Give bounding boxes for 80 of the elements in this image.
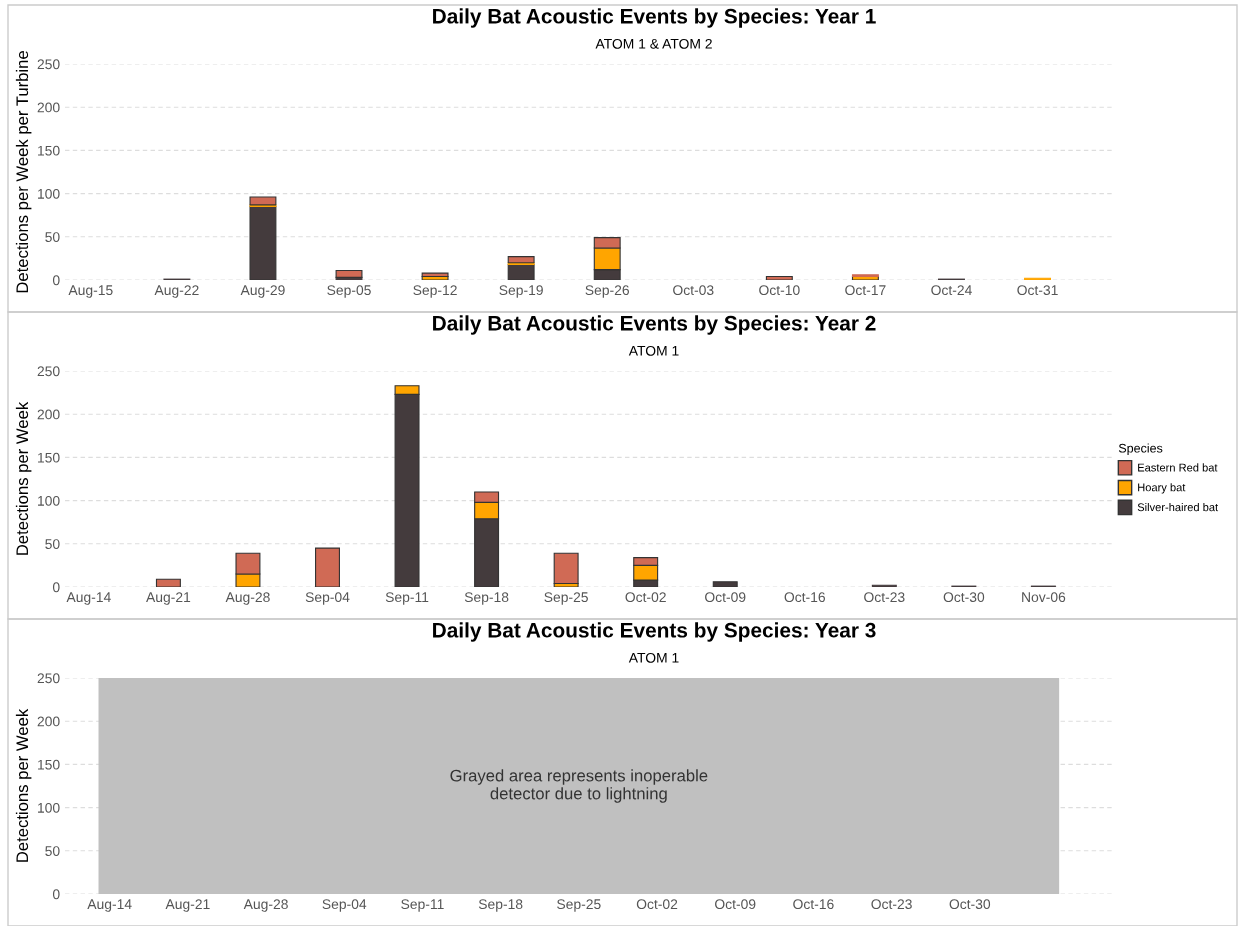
bar	[507, 256, 535, 264]
chart-title: Daily Bat Acoustic Events by Species: Year 3	[433, 622, 876, 642]
x-tick-label: Oct-23	[864, 592, 905, 603]
legend-title: Species	[1118, 443, 1163, 456]
legend-label: Silver-haired bat	[1137, 503, 1219, 512]
x-tick-label: Aug-14	[66, 592, 111, 605]
x-tick-label: Oct-09	[715, 899, 756, 910]
y-tick-label: 250	[37, 59, 60, 70]
x-tick-label: Sep-12	[413, 285, 457, 298]
x-tick-label: Sep-04	[322, 899, 367, 912]
y-tick-label: 50	[45, 232, 60, 242]
x-tick-label: Oct-17	[845, 285, 886, 296]
x-tick-label: Oct-30	[949, 899, 991, 910]
x-tick-label: Oct-03	[673, 285, 714, 296]
x-tick-label: Sep-19	[499, 285, 543, 298]
x-tick-label: Aug-28	[225, 592, 270, 605]
chart-subtitle: ATOM 1	[628, 652, 679, 663]
x-tick-label: Aug-15	[68, 285, 113, 298]
x-tick-label: Aug-14	[87, 899, 132, 912]
y-tick-label: 100	[38, 802, 60, 813]
y-tick-label: 150	[38, 759, 60, 770]
bar	[335, 269, 363, 278]
y-axis-title: Detections per Week	[15, 401, 32, 555]
band-label: Grayed area represents inoperable detector due to lightning	[450, 769, 708, 803]
bar	[712, 581, 738, 587]
bar	[249, 206, 277, 280]
x-tick-label: Sep-18	[478, 899, 523, 912]
y-tick-label: 0	[52, 275, 60, 286]
x-tick-label: Oct-02	[625, 592, 666, 603]
x-tick-label: Oct-10	[759, 285, 800, 296]
chart-subtitle: ATOM 1 & ATOM 2	[595, 38, 712, 49]
y-tick-label: 100	[38, 495, 60, 506]
chart-title: Daily Bat Acoustic Events by Species: Year 2	[433, 315, 876, 335]
y-tick-label: 50	[45, 539, 60, 549]
y-tick-label: 150	[38, 145, 60, 156]
y-tick-label: 200	[37, 716, 60, 727]
x-tick-label: Oct-16	[784, 592, 825, 603]
x-tick-label: Aug-29	[240, 285, 285, 298]
x-tick-label: Nov-06	[1022, 592, 1066, 603]
x-tick-label: Oct-31	[1017, 285, 1058, 296]
x-tick-label: Sep-04	[305, 592, 350, 605]
x-tick-label: Sep-26	[585, 285, 629, 298]
x-tick-label: Sep-18	[464, 592, 509, 605]
x-tick-label: Sep-05	[327, 285, 371, 298]
x-tick-label: Sep-25	[544, 592, 588, 605]
y-tick-label: 200	[37, 409, 60, 420]
x-tick-label: Aug-22	[154, 285, 199, 298]
x-tick-label: Oct-09	[705, 592, 746, 603]
y-tick-label: 200	[37, 102, 60, 113]
chart-title: Daily Bat Acoustic Events by Species: Year 1	[433, 8, 876, 28]
x-tick-label: Oct-24	[931, 285, 972, 296]
x-tick-label: Aug-21	[165, 899, 210, 912]
x-tick-label: Sep-11	[385, 592, 429, 605]
y-tick-label: 150	[38, 452, 60, 463]
y-axis-title: Detections per Week per Turbine	[15, 51, 32, 293]
y-tick-label: 0	[52, 889, 60, 900]
x-tick-label: Oct-16	[793, 899, 834, 910]
y-tick-label: 250	[37, 673, 60, 684]
bar	[553, 552, 579, 585]
legend-label: Hoary bat	[1138, 483, 1186, 494]
bar	[155, 578, 181, 587]
x-tick-label: Sep-11	[401, 899, 444, 912]
y-tick-label: 250	[37, 366, 60, 377]
bar	[507, 263, 535, 280]
bar	[421, 272, 449, 278]
y-tick-label: 0	[52, 582, 60, 593]
legend-label: Eastern Red bat	[1138, 463, 1218, 472]
x-tick-label: Aug-28	[243, 899, 288, 912]
x-tick-label: Sep-25	[557, 899, 601, 912]
x-tick-label: Oct-23	[871, 899, 912, 910]
bar	[765, 275, 793, 280]
x-tick-label: Oct-30	[943, 592, 985, 603]
y-tick-label: 100	[38, 188, 60, 199]
bar	[249, 196, 277, 206]
x-tick-label: Aug-21	[146, 592, 191, 605]
chart-subtitle: ATOM 1	[628, 345, 679, 356]
bar	[315, 547, 340, 587]
y-axis-title: Detections per Week	[15, 708, 32, 862]
y-tick-label: 50	[45, 846, 60, 856]
x-tick-label: Oct-02	[636, 899, 678, 910]
